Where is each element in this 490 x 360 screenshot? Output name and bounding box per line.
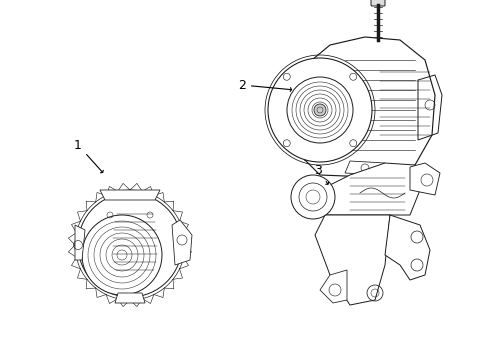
FancyBboxPatch shape <box>371 0 385 6</box>
Circle shape <box>350 73 357 80</box>
Polygon shape <box>410 163 440 195</box>
Polygon shape <box>100 190 160 200</box>
Circle shape <box>283 140 290 147</box>
Circle shape <box>287 77 353 143</box>
Text: 3: 3 <box>314 163 329 184</box>
Circle shape <box>78 193 182 297</box>
Circle shape <box>350 140 357 147</box>
Text: 1: 1 <box>74 139 103 173</box>
Polygon shape <box>320 163 420 215</box>
Circle shape <box>283 73 290 80</box>
Polygon shape <box>320 270 347 303</box>
Polygon shape <box>345 161 385 175</box>
Text: 2: 2 <box>238 78 292 91</box>
Circle shape <box>314 104 326 116</box>
Polygon shape <box>75 225 85 260</box>
Polygon shape <box>385 215 430 280</box>
Polygon shape <box>115 293 145 303</box>
Polygon shape <box>418 75 442 140</box>
Polygon shape <box>315 215 390 305</box>
Circle shape <box>82 215 162 295</box>
Polygon shape <box>172 220 192 265</box>
Circle shape <box>291 175 335 219</box>
Circle shape <box>268 58 372 162</box>
